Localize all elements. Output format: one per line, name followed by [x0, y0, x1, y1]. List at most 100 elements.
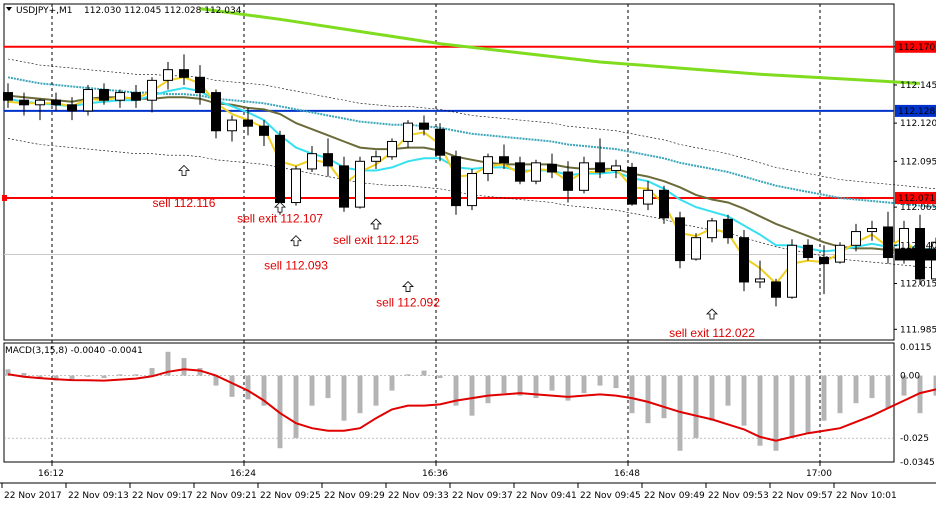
- candle-1: [19, 92, 29, 116]
- macd-bar-9: [149, 368, 155, 376]
- macd-bar-29: [469, 375, 475, 416]
- macd-tick-label-0: 0.0115: [900, 343, 932, 353]
- macd-bar-4: [69, 375, 75, 380]
- level-handle: [2, 194, 7, 201]
- candle-33: [531, 159, 541, 185]
- macd-bar-34: [549, 375, 555, 391]
- candle-9: [147, 77, 157, 113]
- macd-bar-19: [309, 375, 315, 406]
- time-label-4: 17:00: [806, 469, 832, 479]
- candle-body: [931, 241, 936, 280]
- symbol-label: USDJPY+,M1: [16, 6, 73, 16]
- candle-body: [771, 281, 781, 298]
- date-label-3: 22 Nov 09:21: [196, 491, 257, 501]
- macd-bar-55: [885, 375, 891, 409]
- annotation-label-3: sell exit 112.125: [333, 233, 419, 247]
- candle-42: [675, 211, 685, 269]
- macd-bar-40: [645, 375, 651, 424]
- candle-body: [147, 79, 157, 101]
- candle-body: [739, 237, 749, 283]
- time-label-3: 16:48: [614, 469, 640, 479]
- time-label-1: 16:24: [230, 469, 256, 479]
- candle-body: [419, 122, 429, 130]
- macd-bar-23: [373, 375, 379, 406]
- candle-body: [243, 119, 253, 127]
- macd-bar-38: [613, 375, 619, 389]
- date-label-7: 22 Nov 09:37: [452, 491, 513, 501]
- candle-body: [547, 163, 557, 173]
- candle-body: [51, 99, 61, 106]
- macd-bar-49: [789, 375, 795, 439]
- macd-bar-57: [917, 375, 923, 414]
- candle-body: [387, 140, 397, 158]
- macd-bar-56: [901, 375, 907, 396]
- ma-green-line: [199, 7, 921, 85]
- macd-bar-42: [677, 375, 683, 451]
- price-tag-box: [895, 191, 936, 204]
- candle-body: [675, 217, 685, 262]
- candle-48: [771, 278, 781, 307]
- price-panel-border: [3, 3, 895, 341]
- macd-signal-line: [7, 368, 936, 442]
- candle-41: [659, 185, 669, 224]
- candle-body: [259, 125, 269, 136]
- macd-bar-16: [261, 375, 267, 406]
- candle-49: [787, 239, 797, 299]
- price-tick-label-2: 112.120: [900, 119, 936, 129]
- date-label-5: 22 Nov 09:29: [324, 491, 385, 501]
- annotation-label-5: sell exit 112.022: [669, 326, 755, 340]
- candle-2: [35, 98, 45, 121]
- candle-body: [211, 92, 221, 132]
- price-tag-label-0: 112.170: [898, 43, 935, 53]
- candle-5: [83, 84, 93, 116]
- macd-bar-53: [853, 375, 859, 404]
- macd-bar-20: [325, 375, 331, 399]
- price-tick-label-4: 112.065: [900, 203, 936, 213]
- annotation-label-2: sell 112.093: [264, 259, 328, 273]
- candle-29: [467, 168, 477, 211]
- date-label-4: 22 Nov 09:25: [260, 491, 321, 501]
- macd-label: MACD(3,15,8) -0.0040 -0.0041: [5, 346, 143, 356]
- candle-24: [387, 138, 397, 160]
- candle-body: [787, 244, 797, 298]
- chart-frame: [0, 3, 936, 484]
- candle-body: [579, 162, 589, 191]
- candle-body: [611, 165, 621, 171]
- date-label-11: 22 Nov 09:53: [708, 491, 769, 501]
- candle-body: [131, 92, 141, 101]
- macd-bar-6: [101, 375, 107, 379]
- candle-body: [195, 76, 205, 94]
- candle-body: [707, 220, 717, 239]
- macd-tick-label-2: -0.025: [900, 434, 929, 444]
- macd-bar-5: [85, 375, 91, 377]
- macd-bar-13: [213, 375, 219, 386]
- candle-53: [851, 223, 861, 252]
- candle-body: [851, 231, 861, 246]
- candle-body: [803, 244, 813, 259]
- macd-bar-15: [245, 375, 251, 400]
- candle-body: [835, 244, 845, 263]
- macd-bar-10: [165, 351, 171, 376]
- candle-7: [115, 89, 125, 108]
- candle-body: [371, 156, 381, 162]
- candle-body: [723, 218, 733, 239]
- candle-38: [611, 159, 621, 179]
- macd-bar-30: [485, 375, 491, 404]
- up-arrow-icon: [706, 308, 718, 320]
- candle-32: [515, 156, 525, 185]
- macd-panel-border: [3, 342, 895, 463]
- macd-tick-label-1: 0.00: [900, 372, 920, 382]
- candle-12: [195, 65, 205, 105]
- candle-body: [691, 237, 701, 260]
- macd-bar-12: [197, 368, 203, 376]
- price-tag-label-1: 112.128: [898, 107, 935, 117]
- candle-body: [531, 162, 541, 182]
- macd-bar-11: [181, 358, 187, 376]
- candle-body: [83, 89, 93, 112]
- macd-bar-0: [5, 369, 11, 376]
- date-label-12: 22 Nov 09:57: [772, 491, 833, 501]
- candle-body: [67, 104, 77, 112]
- macd-bar-1: [21, 373, 27, 376]
- candle-11: [179, 54, 189, 85]
